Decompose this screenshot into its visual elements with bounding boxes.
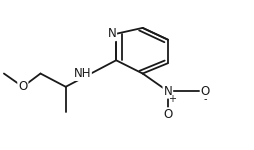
Text: N: N bbox=[107, 27, 116, 40]
Text: O: O bbox=[200, 85, 209, 98]
Text: -: - bbox=[203, 94, 207, 104]
Text: NH: NH bbox=[73, 67, 91, 80]
Text: O: O bbox=[163, 108, 172, 121]
Text: +: + bbox=[168, 94, 176, 104]
Text: O: O bbox=[18, 80, 27, 93]
Text: N: N bbox=[163, 85, 171, 98]
